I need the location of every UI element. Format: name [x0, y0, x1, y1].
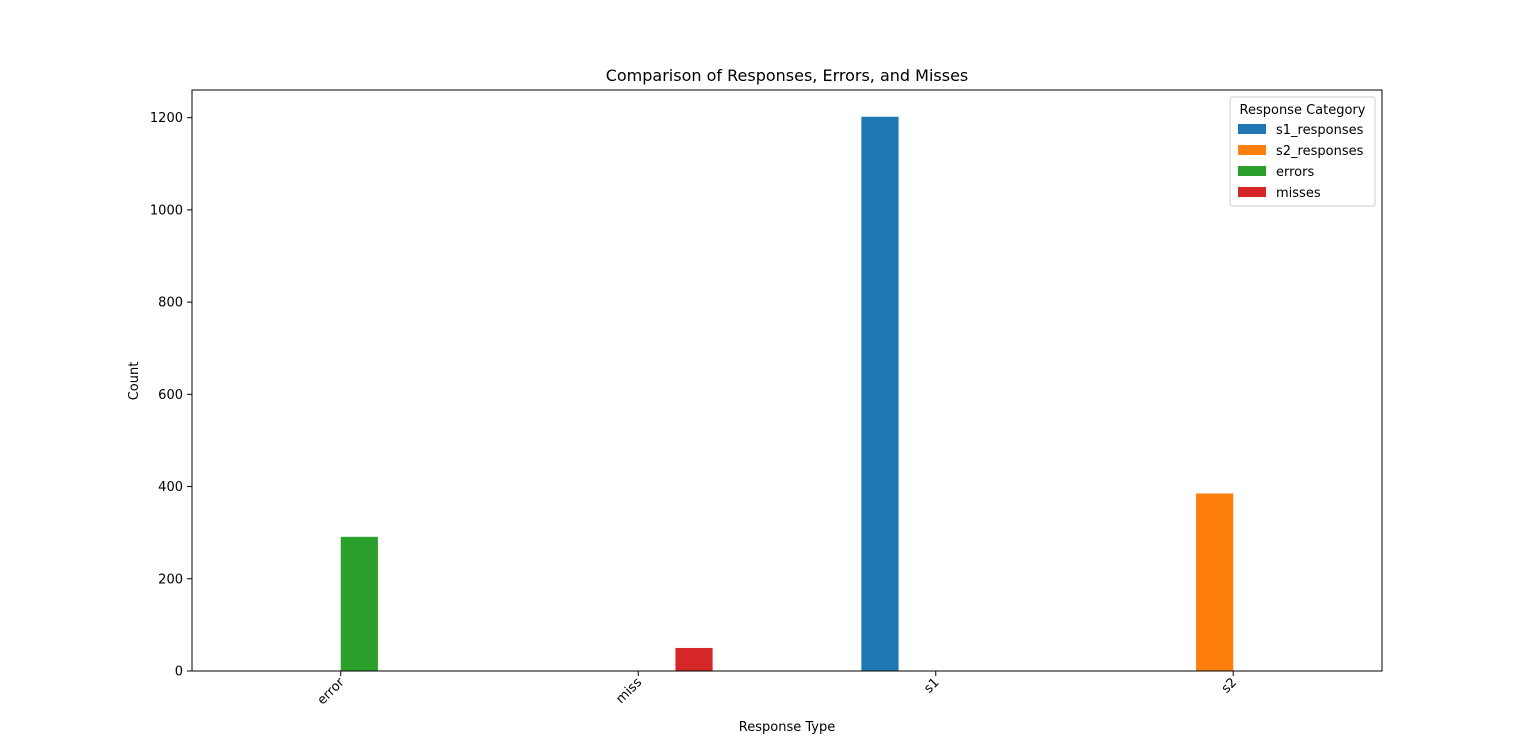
legend-swatch-s1_responses: [1238, 124, 1266, 134]
bar-s1_responses-s1: [861, 116, 899, 671]
legend-swatch-errors: [1238, 166, 1266, 176]
legend-box: [1229, 96, 1376, 207]
y-tick-label: 400: [158, 480, 183, 495]
legend-label-s1_responses: s1_responses: [1276, 123, 1364, 138]
legend-label-misses: misses: [1276, 186, 1321, 201]
legend-title: Response Category: [1240, 103, 1366, 118]
y-tick-label: 200: [158, 572, 183, 587]
y-tick-label: 800: [158, 296, 183, 311]
x-axis-label: Response Type: [739, 720, 835, 735]
y-axis: 0 200 400 600 800 1000 1200: [150, 111, 192, 680]
legend-label-errors: errors: [1276, 165, 1314, 180]
bar-s2_responses-s2: [1196, 493, 1234, 671]
legend-swatch-misses: [1238, 187, 1266, 197]
y-tick-label: 0: [175, 665, 183, 680]
legend-label-s2_responses: s2_responses: [1276, 144, 1364, 159]
y-tick-label: 600: [158, 388, 183, 403]
x-tick-label: error: [315, 675, 348, 708]
bars: [340, 116, 1234, 671]
chart-title: Comparison of Responses, Errors, and Mis…: [606, 66, 969, 85]
x-tick-label: s2: [1219, 675, 1240, 696]
y-tick-label: 1000: [150, 203, 183, 218]
legend-swatch-s2_responses: [1238, 145, 1266, 155]
legend: Response Category s1_responses s2_response…: [1229, 96, 1376, 207]
x-axis: error miss s1 s2: [315, 671, 1240, 708]
y-tick-label: 1200: [150, 111, 183, 126]
y-axis-label: Count: [127, 362, 142, 401]
x-tick-label: s1: [921, 675, 942, 696]
plot-frame: [191, 89, 1383, 672]
x-tick-label: miss: [613, 675, 645, 707]
bar-misses-miss: [675, 647, 713, 671]
bar-errors-error: [340, 536, 378, 671]
